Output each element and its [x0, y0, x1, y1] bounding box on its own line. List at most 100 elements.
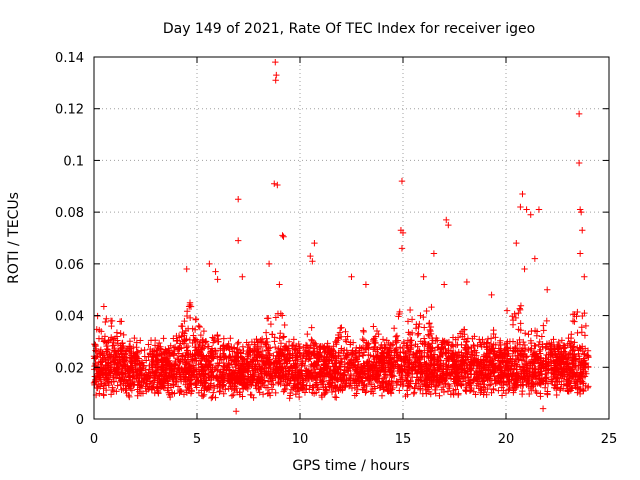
data-point — [578, 329, 586, 336]
data-point — [378, 349, 385, 357]
data-point — [307, 252, 314, 260]
data-point — [496, 348, 503, 356]
data-point — [272, 343, 279, 351]
data-point — [263, 335, 270, 342]
data-point — [245, 360, 252, 368]
data-point — [572, 383, 579, 391]
data-point — [172, 357, 179, 365]
data-point — [406, 354, 413, 361]
data-point — [431, 356, 439, 363]
y-tick-label: 0.04 — [55, 310, 84, 325]
data-point — [405, 380, 412, 387]
data-point — [430, 250, 438, 257]
data-point — [575, 110, 583, 118]
data-point — [486, 354, 493, 361]
data-point — [436, 392, 443, 399]
data-point — [210, 374, 217, 381]
data-point — [510, 389, 517, 396]
data-point — [177, 374, 184, 382]
data-point — [400, 358, 407, 365]
data-point — [385, 363, 392, 371]
data-point — [214, 276, 221, 283]
data-point — [267, 320, 275, 328]
data-point — [564, 380, 571, 387]
data-point — [553, 375, 561, 383]
data-point — [498, 373, 505, 380]
data-point — [531, 373, 539, 380]
data-point — [166, 350, 173, 357]
data-point — [219, 371, 226, 378]
data-point — [576, 344, 583, 351]
data-point — [229, 377, 236, 385]
data-point — [229, 348, 236, 355]
data-point — [265, 360, 272, 368]
data-point — [343, 347, 350, 354]
data-point — [565, 362, 572, 370]
data-point — [381, 354, 388, 362]
data-point — [404, 318, 412, 325]
data-point — [222, 386, 229, 393]
data-point — [206, 260, 213, 268]
data-point — [309, 383, 316, 391]
data-point — [227, 335, 234, 342]
data-point — [357, 374, 364, 381]
data-point — [537, 379, 544, 386]
data-point — [425, 331, 432, 338]
data-point — [511, 310, 518, 318]
data-point — [360, 360, 368, 368]
data-point — [462, 380, 470, 388]
data-point — [491, 363, 499, 371]
data-point — [482, 371, 490, 378]
data-point — [431, 386, 439, 394]
data-point — [262, 351, 270, 359]
data-point — [537, 368, 545, 375]
data-point — [192, 336, 200, 343]
data-point — [133, 349, 141, 356]
data-point — [316, 369, 323, 377]
data-point — [513, 383, 520, 391]
data-point — [428, 368, 435, 376]
data-point — [490, 330, 497, 338]
data-point — [198, 353, 206, 361]
data-point — [467, 386, 474, 394]
data-point — [363, 374, 371, 381]
data-point — [331, 393, 339, 401]
data-point — [184, 342, 192, 350]
data-point — [104, 346, 112, 354]
data-point — [421, 353, 428, 361]
data-point — [252, 354, 260, 361]
data-point — [176, 386, 184, 394]
data-point — [579, 373, 587, 380]
data-point — [350, 362, 357, 369]
data-point — [553, 391, 560, 399]
y-tick-label: 0.08 — [55, 206, 84, 221]
data-point — [420, 364, 428, 371]
data-point — [294, 385, 302, 393]
data-point — [495, 387, 502, 394]
data-point — [532, 365, 539, 372]
data-point — [311, 239, 318, 247]
data-point — [374, 371, 381, 378]
data-point — [295, 393, 303, 401]
data-point — [362, 281, 370, 288]
data-point — [205, 386, 213, 394]
data-point — [396, 387, 403, 394]
data-point — [555, 368, 562, 375]
data-point — [286, 392, 294, 399]
data-point — [290, 382, 297, 390]
data-point — [573, 369, 581, 376]
data-point — [230, 344, 238, 351]
data-point — [396, 308, 403, 316]
data-point — [405, 329, 412, 336]
data-point — [315, 386, 323, 393]
data-point — [535, 369, 542, 376]
data-point — [147, 370, 154, 377]
data-point — [107, 391, 115, 398]
data-point — [463, 348, 471, 356]
data-point — [452, 386, 459, 393]
data-point — [235, 339, 242, 346]
data-point — [533, 350, 540, 358]
data-point — [472, 367, 480, 375]
data-point — [543, 317, 550, 325]
data-point — [96, 373, 104, 381]
